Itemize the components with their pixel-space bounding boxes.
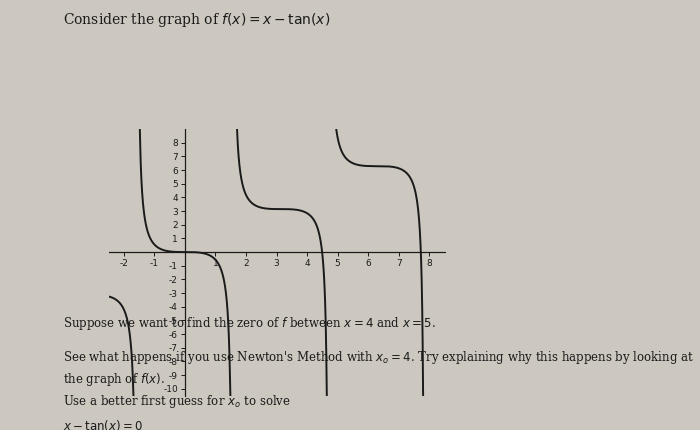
Text: See what happens if you use Newton's Method with $x_o = 4$. Try explaining why t: See what happens if you use Newton's Met… — [63, 350, 694, 366]
Text: Consider the graph of $f(x) = x - \tan(x)$: Consider the graph of $f(x) = x - \tan(x… — [63, 11, 330, 29]
Text: Use a better first guess for $x_o$ to solve: Use a better first guess for $x_o$ to so… — [63, 393, 291, 410]
Text: the graph of $f(x)$.: the graph of $f(x)$. — [63, 371, 165, 388]
Text: Suppose we want to find the zero of $f$ between $x = 4$ and $x = 5$.: Suppose we want to find the zero of $f$ … — [63, 315, 435, 332]
Text: $x - \tan(x) = 0$: $x - \tan(x) = 0$ — [63, 418, 143, 430]
